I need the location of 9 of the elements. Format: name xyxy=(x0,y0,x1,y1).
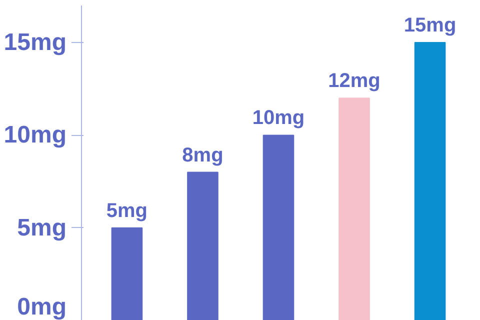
data-label: 10mg xyxy=(252,107,305,130)
data-label: 12mg xyxy=(328,70,380,92)
y-tick-label: 0mg xyxy=(17,294,67,320)
data-label: 15mg xyxy=(404,14,456,37)
y-tick-label: 5mg xyxy=(17,214,67,242)
y-tick-label: 15mg xyxy=(4,29,67,56)
y-tick-label: 10mg xyxy=(4,122,67,149)
data-label: 5mg xyxy=(106,200,148,222)
data-label: 8mg xyxy=(182,144,224,166)
